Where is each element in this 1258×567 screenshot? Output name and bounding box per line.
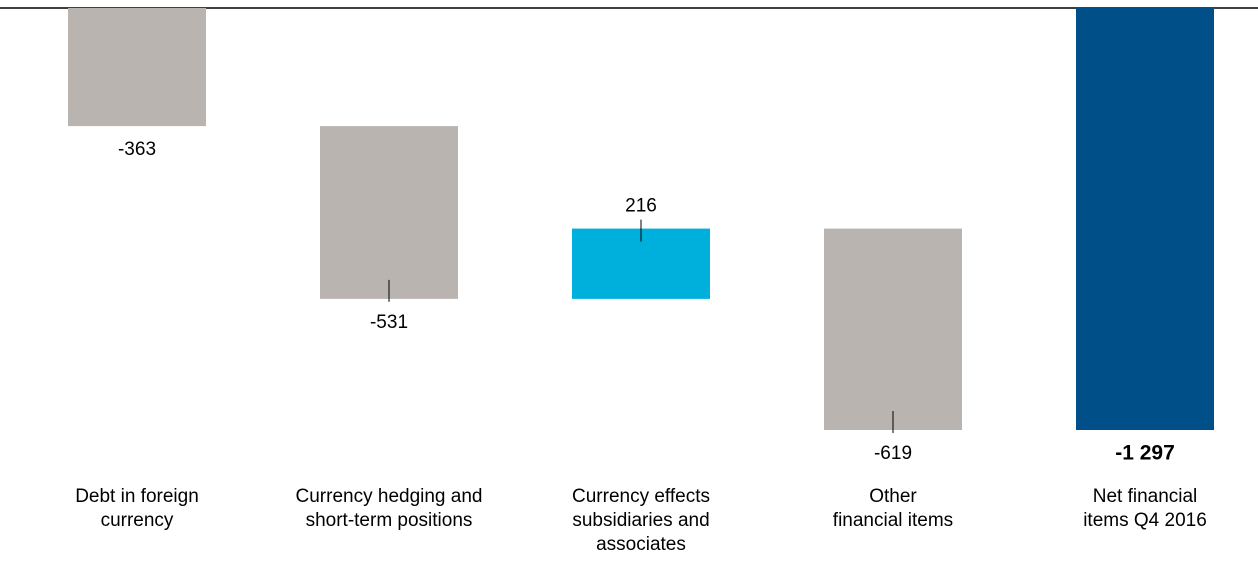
value-label: -619 <box>874 443 912 464</box>
category-label: Net financial <box>1093 486 1198 507</box>
bar <box>1076 8 1214 430</box>
category-label: subsidiaries and <box>572 510 709 531</box>
category-label: short-term positions <box>306 510 473 531</box>
category-label: Debt in foreign <box>75 486 199 507</box>
bar <box>320 126 458 299</box>
category-label: items Q4 2016 <box>1083 510 1207 531</box>
value-label: 216 <box>625 196 657 217</box>
bar <box>824 228 962 430</box>
category-label: financial items <box>833 510 953 531</box>
category-label: Currency hedging and <box>296 486 483 507</box>
value-label: -1 297 <box>1115 442 1175 465</box>
value-label: -531 <box>370 312 408 333</box>
value-label: -363 <box>118 139 156 160</box>
category-label: associates <box>596 534 686 555</box>
category-label: currency <box>101 510 174 531</box>
category-label: Currency effects <box>572 486 710 507</box>
category-label: Other <box>869 486 917 507</box>
bar <box>68 8 206 127</box>
